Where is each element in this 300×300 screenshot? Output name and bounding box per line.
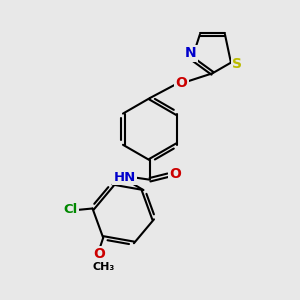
Text: O: O [175,76,187,90]
Text: CH₃: CH₃ [92,262,114,272]
Text: HN: HN [114,171,136,184]
Text: S: S [232,57,242,71]
Text: O: O [93,247,105,261]
Text: N: N [185,46,197,60]
Text: Cl: Cl [63,203,77,217]
Text: O: O [169,167,181,181]
